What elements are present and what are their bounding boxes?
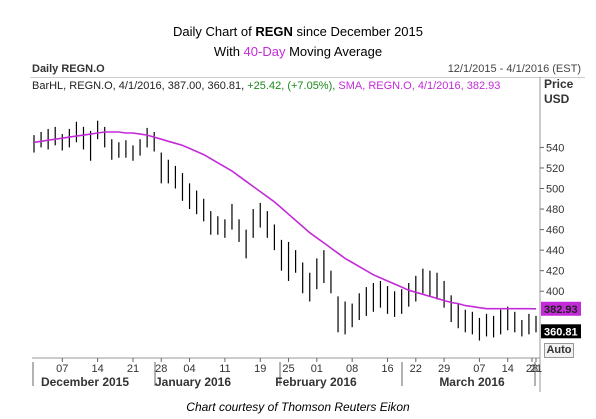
sma-last-value-tag — [541, 301, 581, 316]
month-label: February 2016 — [275, 375, 357, 389]
x-tick-label: 14 — [92, 363, 104, 375]
subtitle-prefix: With — [213, 44, 244, 59]
plot-background — [32, 94, 540, 358]
chart-date-range: 12/1/2015 - 4/1/2016 (EST) — [447, 63, 581, 75]
x-tick-label: 04 — [183, 363, 195, 375]
title-prefix: Daily Chart of — [172, 24, 256, 39]
chart-frame: Daily REGN.O 12/1/2015 - 4/1/2016 (EST) … — [30, 62, 585, 392]
x-tick-label: 21 — [127, 363, 139, 375]
y-tick-label: 460 — [546, 225, 564, 237]
close-last-value-tag — [541, 324, 581, 339]
month-label: March 2016 — [439, 375, 505, 389]
x-tick-label: 14 — [502, 363, 514, 375]
x-tick-label: 22 — [410, 363, 422, 375]
x-tick-label: 28 — [526, 363, 538, 375]
x-tick-label: 16 — [381, 363, 393, 375]
chart-instrument-label: Daily REGN.O — [32, 63, 105, 75]
subtitle-suffix: Moving Average — [285, 44, 383, 59]
close-last-value-label: 360.81 — [544, 326, 578, 338]
legend-sma-text: SMA, REGN.O, 4/1/2016, 382.93 — [338, 80, 501, 92]
y-tick-label: 400 — [546, 286, 564, 298]
x-tick-label: 25 — [282, 363, 294, 375]
auto-scale-button[interactable]: Auto — [544, 343, 574, 358]
chart-legend: BarHL, REGN.O, 4/1/2016, 387.00, 360.81,… — [32, 80, 500, 92]
month-label: December 2015 — [41, 375, 129, 389]
y-tick-label: 440 — [546, 245, 564, 257]
subtitle-highlight: 40-Day — [243, 44, 286, 59]
chart-subtitle: With 40-Day Moving Average — [0, 42, 596, 62]
x-tick-label: 19 — [254, 363, 266, 375]
x-tick-label: 11 — [219, 363, 230, 375]
y-tick-label: 420 — [546, 266, 564, 278]
month-label: January 2016 — [155, 375, 231, 389]
chart-plot: 400 420 440 460 480 500 520 540 382.93 360.81 07 14… — [32, 77, 581, 392]
title-ticker: REGN — [255, 24, 293, 39]
sma-last-value-label: 382.93 — [544, 304, 578, 316]
x-tick-label: 01 — [311, 363, 323, 375]
y-tick-label: 480 — [546, 204, 564, 216]
chart-title: Daily Chart of REGN since December 2015 — [0, 22, 596, 42]
chart-header-bar: Daily REGN.O 12/1/2015 - 4/1/2016 (EST) — [30, 62, 585, 78]
chart-caption: Chart courtesy of Thomson Reuters Eikon — [186, 400, 410, 414]
sma-line — [33, 131, 537, 310]
y-tick-label: 520 — [546, 163, 564, 175]
x-tick-label: 29 — [438, 363, 450, 375]
x-tick-label: 28 — [155, 363, 167, 375]
chart-title-block: Daily Chart of REGN since December 2015 … — [0, 22, 596, 62]
x-tick-label: 21 — [530, 363, 542, 375]
price-axis-title: Price USD — [544, 77, 573, 107]
price-axis-title-line2: USD — [544, 92, 570, 106]
legend-bar-text: BarHL, REGN.O, 4/1/2016, 387.00, 360.81, — [32, 80, 245, 92]
x-tick-label: 07 — [473, 363, 485, 375]
x-tick-label: 08 — [346, 363, 358, 375]
legend-change-text: +25.42, (+7.05%), — [247, 80, 336, 92]
x-tick-label: 07 — [56, 363, 68, 375]
price-axis-title-line1: Price — [544, 77, 574, 91]
y-tick-label: 500 — [546, 184, 564, 196]
title-suffix: since December 2015 — [292, 24, 423, 39]
y-tick-label: 540 — [546, 142, 564, 154]
